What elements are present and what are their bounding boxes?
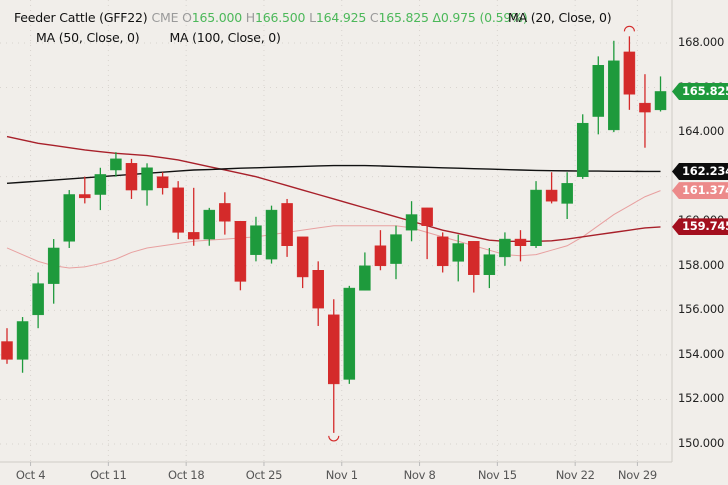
candle-up — [576, 122, 589, 177]
low-label: L — [309, 10, 316, 25]
candle-down — [234, 220, 247, 282]
x-tick-label: Nov 29 — [617, 468, 657, 482]
y-tick-label: 168.000 — [678, 35, 725, 49]
candle-down — [172, 187, 184, 233]
candle-down — [328, 314, 340, 385]
candle-down — [187, 232, 200, 240]
candle-up — [47, 247, 60, 284]
price-badge-ma50: 159.745 — [672, 218, 728, 236]
candle-up — [530, 189, 542, 246]
candle-up — [499, 238, 511, 258]
high-label: H — [245, 10, 255, 25]
candle-up — [608, 60, 620, 131]
ma-line — [6, 190, 661, 269]
candle-up — [452, 243, 464, 262]
change-value: Δ0.975 (0.59%) — [432, 10, 528, 25]
y-tick-label: 164.000 — [678, 124, 725, 139]
x-tick-label: Oct 11 — [90, 468, 127, 482]
candle-down — [312, 270, 324, 309]
candle-down — [436, 236, 449, 267]
candle-up — [250, 225, 262, 255]
close-label: C — [369, 10, 379, 25]
x-tick-label: Nov 8 — [403, 468, 436, 482]
price-badge-last: 165.825 — [672, 82, 728, 100]
candle-up — [592, 65, 605, 117]
candle-down — [79, 194, 91, 199]
legend-row-2: MA (50, Close, 0) MA (100, Close, 0) — [36, 30, 311, 45]
candle-down — [623, 51, 636, 95]
instrument-legend: Feeder Cattle (GFF22) CME O165.000 H166.5… — [14, 10, 528, 25]
legend-ma100[interactable]: MA (100, Close, 0) — [169, 30, 281, 45]
candle-up — [390, 234, 402, 264]
legend-ma20[interactable]: MA (20, Close, 0) — [508, 10, 612, 25]
price-badge-ma20: 161.374 — [672, 182, 728, 200]
candle-up — [110, 158, 122, 171]
exchange-label: CME — [151, 10, 179, 25]
x-tick-label: Oct 18 — [167, 468, 205, 482]
candle-up — [94, 174, 107, 195]
low-value: 164.925 — [315, 10, 367, 25]
y-tick-label: 150.000 — [678, 436, 725, 451]
candle-down — [125, 163, 138, 191]
candle-down — [156, 176, 169, 189]
candle-down — [468, 241, 480, 275]
candle-up — [265, 209, 278, 260]
candle-up — [32, 283, 44, 316]
candle-up — [16, 321, 29, 360]
open-label: O — [182, 10, 192, 25]
candle-up — [63, 194, 75, 242]
candle-up — [561, 183, 573, 204]
candle-down — [514, 238, 527, 246]
x-tick-label: Oct 4 — [15, 468, 46, 482]
candle-down — [296, 236, 309, 278]
candle-up — [141, 167, 153, 191]
candle-down — [639, 102, 651, 113]
candle-down — [545, 189, 558, 202]
candle-down — [374, 245, 387, 267]
candle-up — [359, 265, 371, 291]
x-tick-label: Nov 1 — [325, 468, 358, 482]
candle-up — [483, 254, 496, 275]
y-tick-label: 156.000 — [678, 302, 725, 317]
close-value: 165.825 — [378, 10, 429, 25]
instrument-name: Feeder Cattle (GFF22) — [14, 10, 148, 25]
price-badge-ma100: 162.234 — [672, 162, 728, 180]
candle-down — [1, 341, 13, 360]
candle-down — [421, 207, 433, 226]
y-tick-label: 158.000 — [678, 257, 725, 272]
x-tick-label: Nov 15 — [477, 468, 517, 482]
candle-up — [405, 214, 418, 231]
x-tick-label: Nov 22 — [555, 468, 595, 482]
candle-up — [654, 91, 667, 111]
y-tick-label: 154.000 — [678, 346, 725, 361]
high-value: 166.500 — [255, 10, 306, 25]
candle-up — [343, 287, 356, 380]
legend-ma50[interactable]: MA (50, Close, 0) — [36, 30, 140, 45]
y-tick-label: 152.000 — [678, 391, 725, 406]
candle-down — [281, 203, 293, 246]
low-marker-icon — [328, 435, 340, 442]
candle-up — [203, 209, 216, 240]
candle-down — [219, 203, 231, 222]
x-tick-label: Oct 25 — [245, 468, 283, 482]
high-marker-icon — [623, 25, 635, 32]
open-value: 165.000 — [191, 10, 243, 25]
